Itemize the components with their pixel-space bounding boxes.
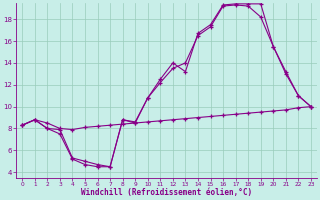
X-axis label: Windchill (Refroidissement éolien,°C): Windchill (Refroidissement éolien,°C)	[81, 188, 252, 197]
